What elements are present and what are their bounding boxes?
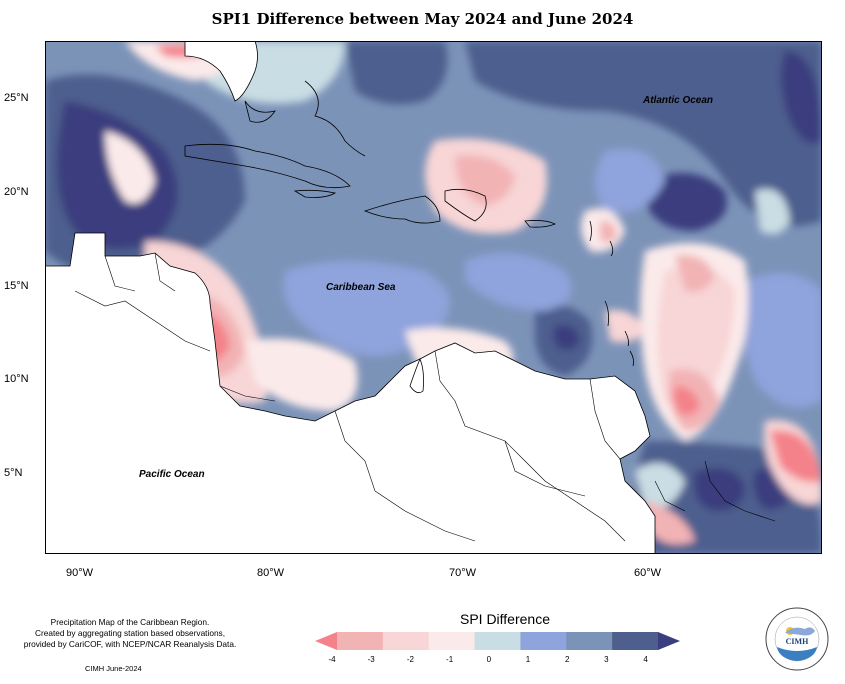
lat-label-15n: 15°N xyxy=(4,280,29,292)
legend-tick-label: -3 xyxy=(367,655,375,664)
lat-label-10n: 10°N xyxy=(4,373,29,385)
colorbar-segment xyxy=(382,632,430,650)
lat-label-20n: 20°N xyxy=(4,186,29,198)
cimh-logo: CIMH xyxy=(765,607,829,671)
legend-tick-label: 0 xyxy=(486,655,492,664)
colorbar-segment xyxy=(520,632,567,650)
svg-text:CIMH: CIMH xyxy=(786,637,809,646)
atlantic-ocean-label: Atlantic Ocean xyxy=(642,95,713,106)
colorbar-segment xyxy=(566,632,613,650)
lat-label-25n: 25°N xyxy=(4,92,29,104)
colorbar-segment xyxy=(315,632,337,650)
credit-line-3: provided by CariCOF, with NCEP/NCAR Rean… xyxy=(23,639,237,649)
country-borders xyxy=(74,252,776,542)
lon-label-60w: 60°W xyxy=(634,567,662,579)
legend-tick-label: 4 xyxy=(643,655,648,664)
legend-tick-label: 1 xyxy=(525,655,531,664)
credit-date: CIMH June-2024 xyxy=(85,664,142,673)
spi-difference-map: Atlantic Ocean Caribbean Sea Pacific Oce… xyxy=(45,41,822,554)
lon-label-70w: 70°W xyxy=(449,567,477,579)
legend-tick-label: -1 xyxy=(446,655,454,664)
credit-line-1: Precipitation Map of the Caribbean Regio… xyxy=(50,617,210,627)
caribbean-sea-label: Caribbean Sea xyxy=(326,282,396,293)
legend-tick-label: -2 xyxy=(406,655,414,664)
lon-label-90w: 90°W xyxy=(66,567,94,579)
credit-block: Precipitation Map of the Caribbean Regio… xyxy=(14,617,246,650)
colorbar-segment xyxy=(428,632,476,650)
credit-line-2: Created by aggregating station based obs… xyxy=(34,628,226,638)
colorbar-segment xyxy=(658,632,680,650)
colorbar-segment xyxy=(337,632,384,650)
lon-label-80w: 80°W xyxy=(257,567,285,579)
legend-tick-label: 3 xyxy=(604,655,609,664)
legend-tick-label: -4 xyxy=(328,655,336,664)
map-frame xyxy=(45,41,822,554)
legend-title: SPI Difference xyxy=(459,611,550,627)
colorbar-segment xyxy=(612,632,659,650)
legend-colorbar xyxy=(315,632,680,650)
map-title: SPI1 Difference between May 2024 and Jun… xyxy=(211,10,634,28)
land-florida xyxy=(184,41,258,102)
colorbar-segment xyxy=(474,632,521,650)
lat-label-5n: 5°N xyxy=(4,467,23,479)
island-outlines xyxy=(184,80,634,394)
pacific-ocean-label: Pacific Ocean xyxy=(139,469,205,480)
legend-tick-label: 2 xyxy=(564,655,570,664)
